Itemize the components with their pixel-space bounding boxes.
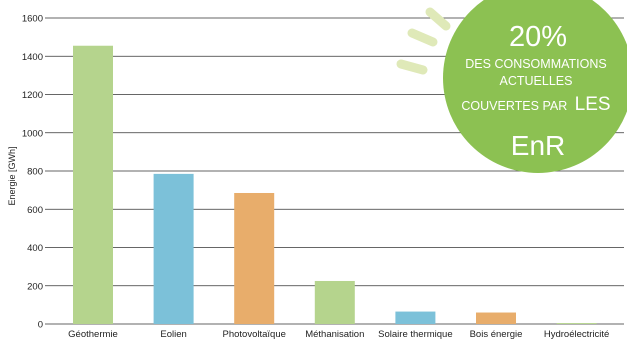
bar <box>556 323 597 324</box>
callout-line-consommations: DES CONSOMMATIONS <box>465 57 606 71</box>
callout-badge: 20% DES CONSOMMATIONS ACTUELLES COUVERTE… <box>396 0 627 173</box>
y-tick-label: 600 <box>27 205 43 216</box>
y-axis-label: Energie [GWh] <box>7 146 17 205</box>
y-tick-label: 1000 <box>22 128 43 139</box>
x-category-label: Bois énergie <box>470 329 523 340</box>
x-category-label: Méthanisation <box>305 329 364 340</box>
bar <box>234 192 275 324</box>
callout-circle <box>443 0 627 173</box>
y-tick-label: 0 <box>38 320 43 331</box>
callout-enr: EnR <box>511 130 565 161</box>
y-tick-label: 1200 <box>22 90 43 101</box>
x-category-label: Solaire thermique <box>378 329 452 340</box>
sun-ray <box>407 28 438 47</box>
y-axis-ticks: 0 200 400 600 800 1000 1200 1400 1600 <box>22 14 43 331</box>
bar <box>73 45 113 324</box>
sun-ray <box>425 7 451 31</box>
sun-ray <box>396 59 428 75</box>
y-tick-label: 1600 <box>22 14 43 25</box>
x-category-label: Hydroélectricité <box>544 329 609 340</box>
callout-les: LES <box>575 94 611 115</box>
callout-line-actuelles: ACTUELLES <box>500 74 573 88</box>
sun-rays-decoration <box>396 7 451 75</box>
bar <box>395 311 436 324</box>
callout-line-couvertes: COUVERTES PAR LES <box>461 94 610 115</box>
bar <box>476 312 516 324</box>
x-axis-labels: Géothermie Eolien Photovoltaïque Méthanisat… <box>68 329 609 340</box>
y-tick-label: 1400 <box>22 52 43 63</box>
bar <box>153 173 194 324</box>
x-category-label: Eolien <box>160 329 186 340</box>
callout-percent: 20% <box>509 21 567 53</box>
y-tick-label: 400 <box>27 243 43 254</box>
x-category-label: Géothermie <box>68 329 118 340</box>
grid-lines <box>45 17 624 325</box>
y-tick-label: 200 <box>27 281 43 292</box>
x-category-label: Photovoltaïque <box>223 329 286 340</box>
bar <box>314 280 355 324</box>
y-tick-label: 800 <box>27 167 43 178</box>
callout-couvertes-par: COUVERTES PAR <box>461 99 567 113</box>
bars <box>73 45 597 324</box>
